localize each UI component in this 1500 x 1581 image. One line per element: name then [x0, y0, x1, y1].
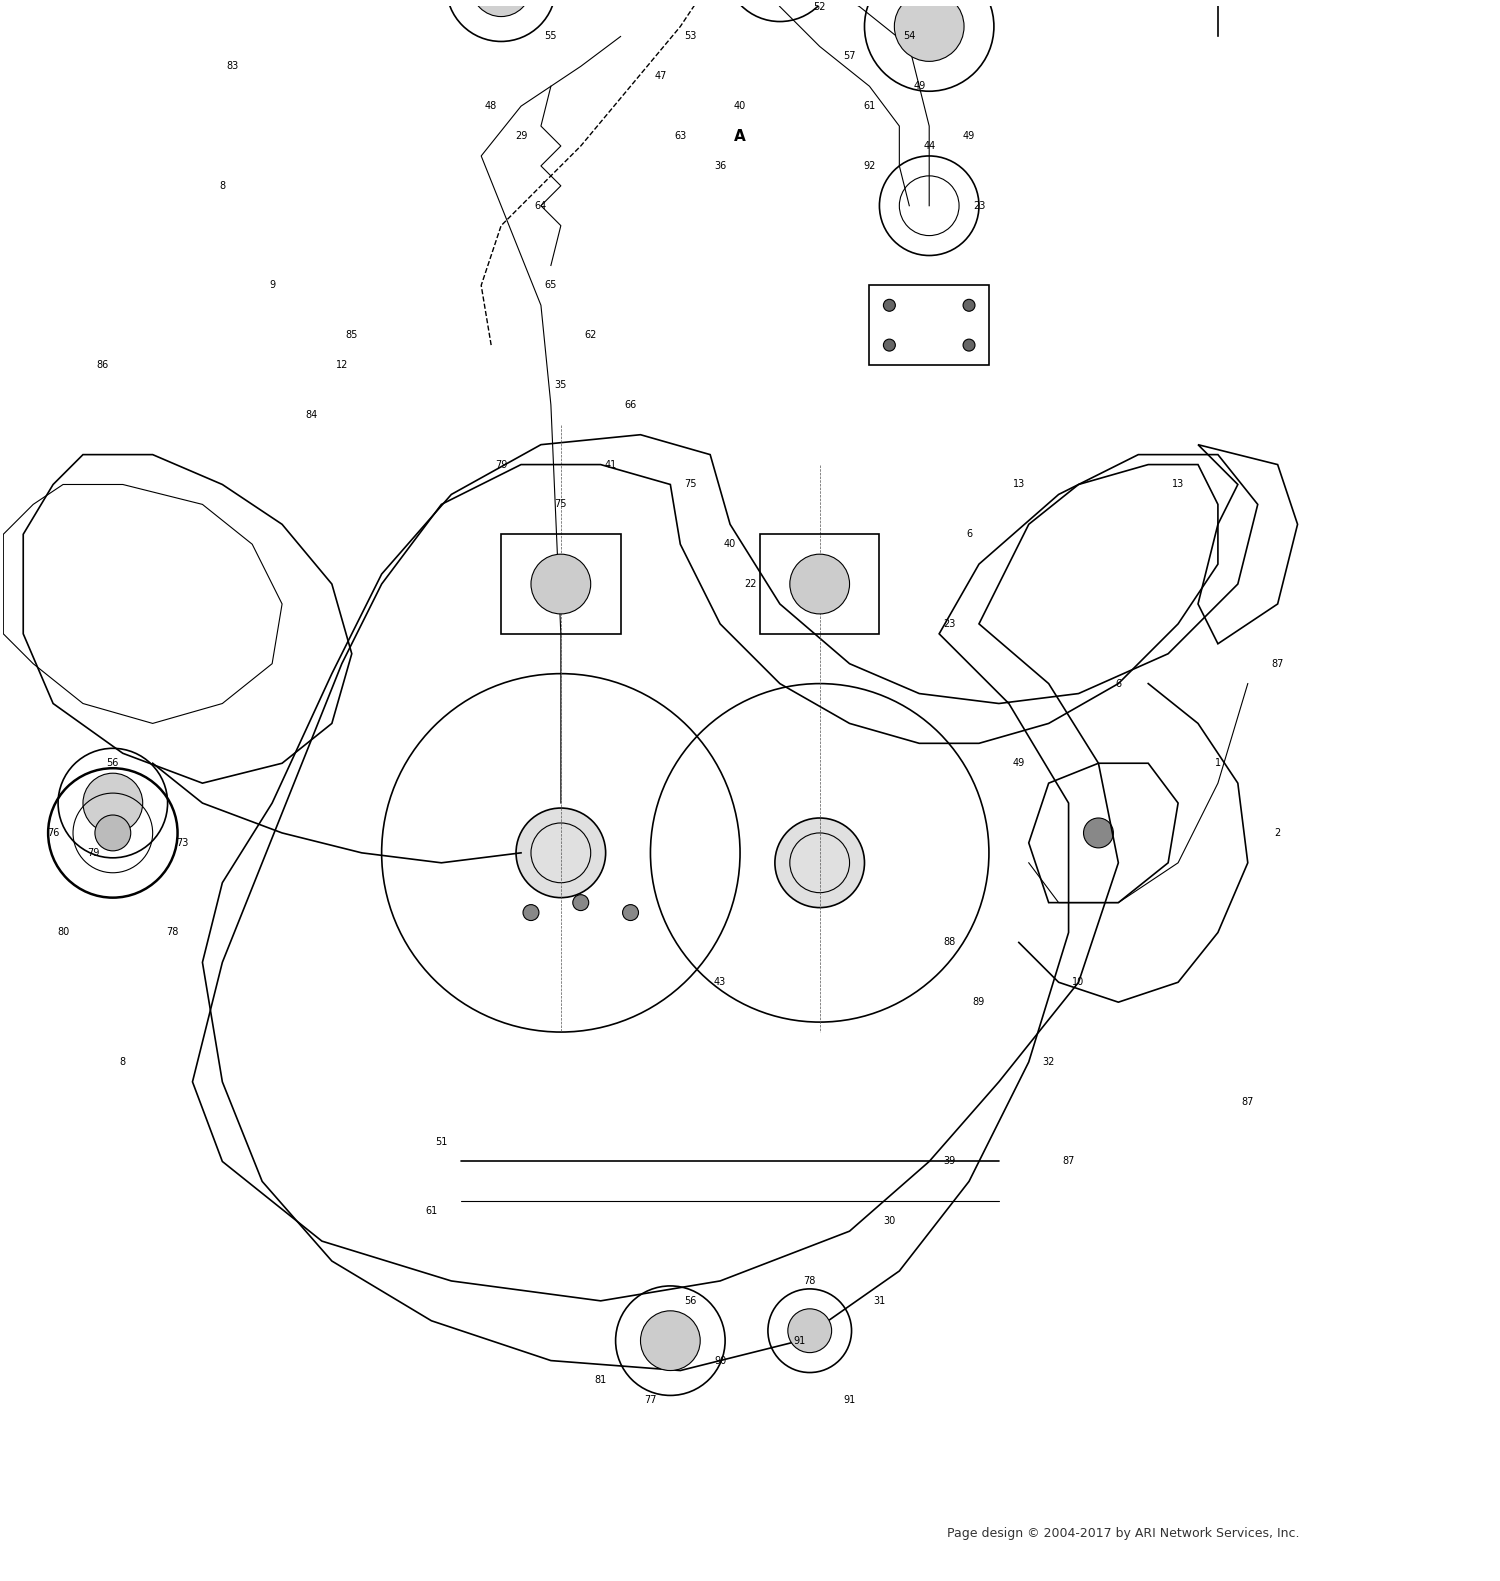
Text: 36: 36	[714, 161, 726, 171]
Text: 75: 75	[684, 479, 696, 490]
Text: 91: 91	[843, 1396, 855, 1406]
Text: 87: 87	[1062, 1156, 1076, 1167]
Text: 1: 1	[1215, 759, 1221, 768]
Circle shape	[884, 340, 896, 351]
Text: 22: 22	[744, 579, 756, 590]
Text: 76: 76	[46, 828, 60, 838]
Circle shape	[1083, 817, 1113, 847]
Text: 35: 35	[555, 379, 567, 391]
Text: 54: 54	[903, 32, 915, 41]
Text: 66: 66	[624, 400, 636, 409]
Text: 88: 88	[944, 938, 956, 947]
Circle shape	[516, 808, 606, 898]
Text: 53: 53	[684, 32, 696, 41]
Text: 52: 52	[813, 2, 826, 11]
Text: 48: 48	[484, 101, 498, 111]
Text: 61: 61	[426, 1206, 438, 1216]
Circle shape	[963, 299, 975, 311]
Text: 83: 83	[226, 62, 238, 71]
Circle shape	[622, 904, 639, 920]
Text: 78: 78	[804, 1276, 816, 1285]
Text: 56: 56	[106, 759, 118, 768]
Circle shape	[531, 555, 591, 613]
Text: 85: 85	[345, 330, 358, 340]
Text: 62: 62	[585, 330, 597, 340]
Circle shape	[471, 0, 531, 16]
Text: 10: 10	[1072, 977, 1084, 987]
Text: 30: 30	[884, 1216, 896, 1227]
Text: 84: 84	[306, 409, 318, 421]
Text: 40: 40	[734, 101, 746, 111]
Circle shape	[884, 299, 896, 311]
Circle shape	[82, 773, 142, 833]
Text: 81: 81	[594, 1375, 608, 1385]
Text: 91: 91	[794, 1336, 806, 1345]
Circle shape	[894, 0, 964, 62]
Text: 87: 87	[1242, 1097, 1254, 1107]
Text: 32: 32	[1042, 1058, 1054, 1067]
Text: A: A	[734, 128, 746, 144]
Text: 13: 13	[1172, 479, 1184, 490]
Text: 92: 92	[864, 161, 876, 171]
Text: 56: 56	[684, 1296, 696, 1306]
Text: 57: 57	[843, 52, 856, 62]
Bar	[501, 534, 621, 634]
Text: 23: 23	[974, 201, 986, 210]
Text: 65: 65	[544, 280, 556, 291]
Text: 89: 89	[974, 998, 986, 1007]
Text: 73: 73	[177, 838, 189, 847]
Circle shape	[788, 1309, 831, 1353]
Text: 55: 55	[544, 32, 556, 41]
Text: 78: 78	[166, 928, 178, 938]
Text: 80: 80	[57, 928, 69, 938]
Text: 49: 49	[1013, 759, 1025, 768]
Circle shape	[640, 1311, 700, 1371]
Bar	[760, 534, 879, 634]
Text: 90: 90	[714, 1355, 726, 1366]
Text: 87: 87	[1272, 659, 1284, 669]
Text: Page design © 2004-2017 by ARI Network Services, Inc.: Page design © 2004-2017 by ARI Network S…	[946, 1527, 1299, 1540]
Text: 6: 6	[1116, 678, 1122, 689]
Text: 86: 86	[98, 360, 109, 370]
Text: 8: 8	[120, 1058, 126, 1067]
Text: 29: 29	[514, 131, 526, 141]
Text: 63: 63	[674, 131, 687, 141]
Text: 41: 41	[604, 460, 616, 470]
Text: 47: 47	[654, 71, 666, 81]
Text: 75: 75	[555, 500, 567, 509]
Text: 79: 79	[495, 460, 507, 470]
Circle shape	[524, 904, 538, 920]
Text: 2: 2	[1275, 828, 1281, 838]
Circle shape	[790, 555, 849, 613]
Text: 39: 39	[944, 1156, 956, 1167]
Text: 9: 9	[268, 280, 274, 291]
Text: 12: 12	[336, 360, 348, 370]
Text: 79: 79	[87, 847, 99, 858]
Circle shape	[963, 340, 975, 351]
Text: 40: 40	[724, 539, 736, 549]
Text: 51: 51	[435, 1137, 447, 1146]
Circle shape	[776, 817, 864, 907]
Circle shape	[94, 816, 130, 851]
Text: 43: 43	[714, 977, 726, 987]
Text: 77: 77	[644, 1396, 657, 1406]
Circle shape	[573, 895, 588, 911]
Text: 61: 61	[864, 101, 876, 111]
Text: 8: 8	[219, 180, 225, 191]
Text: 6: 6	[966, 530, 972, 539]
Text: 23: 23	[944, 618, 956, 629]
Text: 49: 49	[963, 131, 975, 141]
Text: 64: 64	[536, 201, 548, 210]
Text: 31: 31	[873, 1296, 885, 1306]
Text: 49: 49	[914, 81, 926, 92]
Text: 13: 13	[1013, 479, 1025, 490]
Text: 44: 44	[922, 141, 936, 152]
